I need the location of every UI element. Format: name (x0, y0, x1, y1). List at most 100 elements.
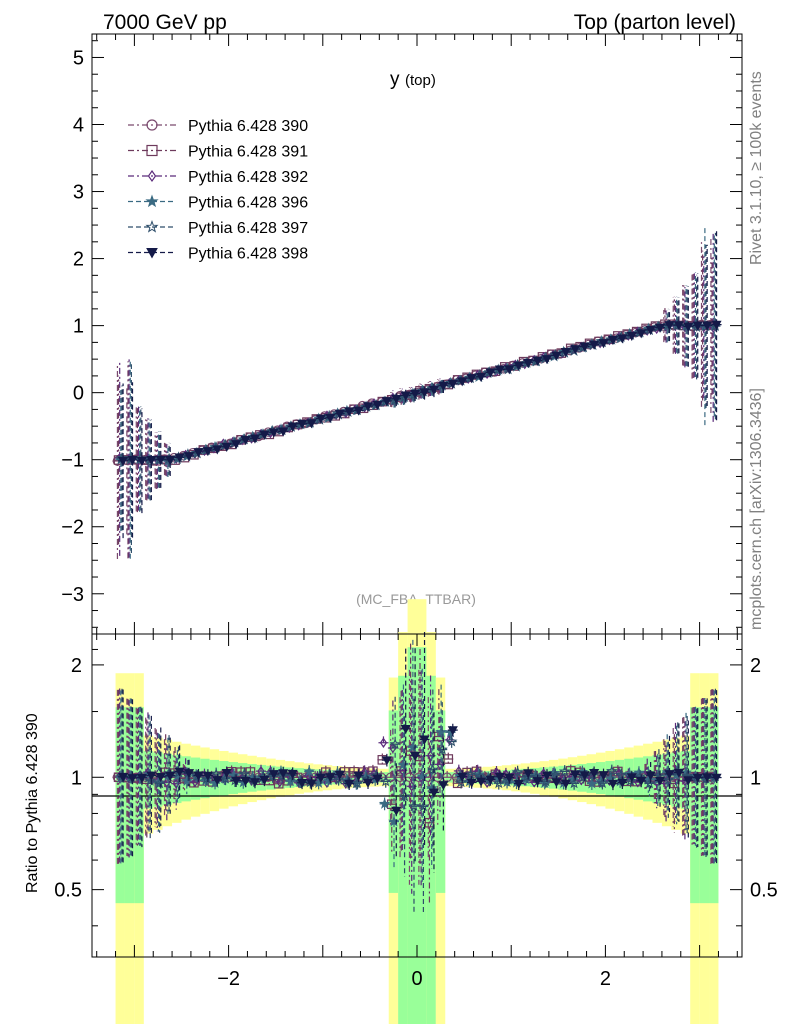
marker-star (521, 770, 533, 782)
marker-triangle-down (259, 775, 270, 786)
marker-triangle-down (391, 394, 402, 404)
marker-triangle-down (504, 773, 515, 783)
marker-triangle-down (523, 769, 534, 779)
ratio-y-tick-labels: 0.5 0.5 1 1 2 2 (54, 655, 778, 902)
marker-star (389, 738, 401, 750)
marker-star (605, 764, 618, 777)
main-y-tick-labels: −3 −2 −1 0 1 2 3 4 5 (61, 47, 84, 605)
marker-star (388, 815, 400, 827)
marker-triangle-down (155, 772, 166, 782)
marker-triangle-down (146, 456, 157, 466)
marker-triangle-down (654, 323, 666, 333)
marker-triangle-down (419, 388, 430, 398)
marker-triangle-down (673, 768, 684, 778)
side-text-upper: Rivet 3.1.10, ≥ 100k events (748, 71, 765, 265)
marker-triangle-down (183, 769, 195, 779)
marker-triangle-down (381, 397, 392, 407)
marker-star (558, 765, 571, 777)
marker-triangle-down (607, 779, 618, 789)
marker-triangle-down (212, 445, 223, 455)
marker-triangle-down (372, 774, 383, 784)
series-main-5 (118, 228, 722, 539)
marker-triangle-down (636, 777, 647, 787)
marker-square (146, 144, 158, 157)
marker-star (455, 776, 467, 788)
marker-triangle-down (391, 806, 402, 816)
marker-triangle-down (127, 774, 138, 784)
marker-triangle-down (428, 385, 440, 395)
marker-triangle-down (636, 329, 647, 339)
y-tick-label: −2 (61, 517, 84, 539)
marker-triangle-down (532, 777, 543, 787)
marker-triangle-down (560, 779, 571, 789)
y-tick-label: 4 (73, 115, 84, 137)
side-text-lower: mcplots.cern.ch [arXiv:1306.3436] (748, 388, 765, 630)
series-ratio-5 (118, 631, 722, 873)
marker-triangle-down (400, 391, 411, 401)
marker-triangle-down (551, 778, 562, 788)
marker-triangle-down (118, 773, 129, 783)
marker-triangle-down (249, 778, 261, 788)
marker-square (443, 754, 454, 764)
marker-triangle-down (598, 339, 609, 349)
marker-triangle-down (523, 359, 534, 369)
marker-triangle-down (664, 770, 675, 780)
marker-triangle-down (334, 409, 345, 419)
plot-title-sub: (top) (405, 72, 436, 89)
legend-label: Pythia 6.428 396 (188, 195, 308, 212)
marker-star (180, 774, 193, 786)
marker-star (585, 777, 598, 789)
marker-triangle-down (344, 779, 355, 789)
marker-triangle-down (513, 779, 524, 789)
marker-triangle-down (146, 248, 158, 259)
marker-star (351, 776, 364, 788)
marker-triangle-down (607, 336, 618, 346)
marker-triangle-down (673, 321, 684, 331)
marker-triangle-down (447, 379, 458, 389)
marker-star (549, 768, 562, 780)
marker-star (662, 773, 675, 785)
marker-triangle-down (118, 456, 129, 467)
marker-triangle-down (447, 726, 458, 736)
marker-triangle-down (589, 340, 600, 350)
marker-triangle-down (240, 436, 251, 446)
marker-triangle-down (466, 374, 477, 384)
marker-triangle-down (428, 788, 440, 798)
marker-star (145, 219, 159, 233)
marker-star (436, 743, 448, 755)
marker-triangle-down (381, 756, 392, 766)
marker-triangle-down (268, 428, 279, 438)
ratio-data-layer (112, 631, 722, 914)
marker-triangle-down (174, 453, 185, 463)
marker-triangle-down (485, 368, 496, 378)
marker-triangle-down (626, 773, 637, 783)
marker-triangle-down (494, 772, 505, 782)
marker-triangle-down (645, 325, 656, 336)
marker-triangle-down (146, 771, 157, 781)
marker-triangle-down (541, 355, 553, 365)
marker-star (407, 741, 419, 753)
marker-triangle-down (202, 771, 213, 781)
marker-triangle-down (626, 331, 637, 342)
marker-triangle-down (165, 771, 176, 781)
marker-star (332, 773, 345, 785)
marker-triangle-down (410, 751, 421, 761)
marker-star (511, 766, 524, 777)
marker-star (398, 790, 411, 802)
marker-triangle-down (457, 772, 468, 782)
inner-band-bin (426, 675, 436, 1024)
marker-star (408, 800, 420, 812)
marker-triangle-down (315, 414, 326, 424)
marker-star (493, 777, 505, 789)
y-tick-label: 1 (73, 316, 84, 338)
marker-triangle-down (202, 447, 213, 457)
marker-triangle-down (683, 776, 694, 786)
x-tick-label: 0 (411, 968, 422, 990)
legend-label: Pythia 6.428 390 (188, 118, 308, 135)
marker-triangle-down (579, 342, 590, 352)
inner-band-bin (417, 647, 427, 1024)
marker-triangle-down (476, 372, 487, 383)
y-tick-label: −1 (61, 450, 84, 472)
legend-label: Pythia 6.428 397 (188, 220, 308, 237)
marker-star (153, 777, 166, 789)
